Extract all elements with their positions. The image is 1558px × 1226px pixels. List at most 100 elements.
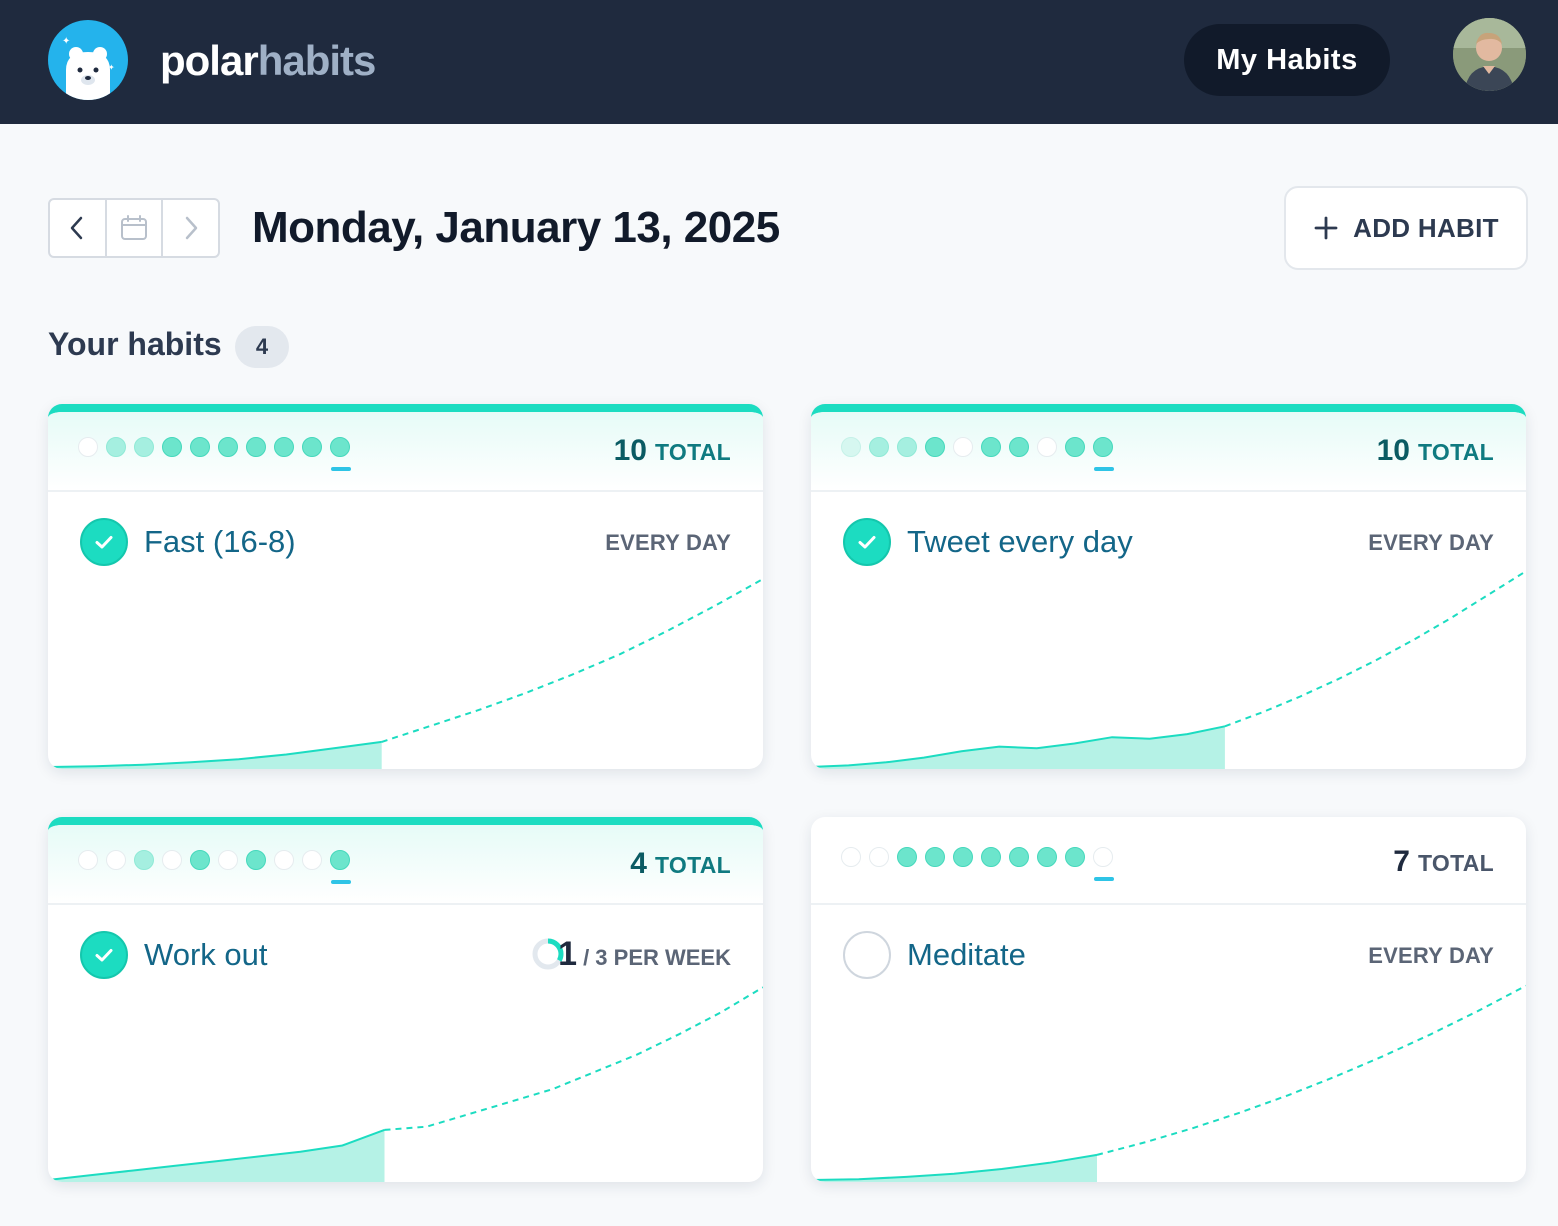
- habit-card[interactable]: 7 TOTAL Meditate EVERY DAY: [811, 817, 1526, 1182]
- habit-complete-checkbox[interactable]: [843, 931, 891, 979]
- polar-bear-logo-icon[interactable]: ✦ ✦: [48, 20, 128, 100]
- trend-area-actual: [811, 1154, 1097, 1182]
- trend-line-actual: [811, 725, 1226, 768]
- history-day-dot: [953, 437, 973, 457]
- history-day-dot: [190, 850, 210, 870]
- chevron-left-icon: [71, 216, 83, 240]
- trend-line-actual: [48, 740, 382, 768]
- trend-line-projected: [384, 986, 763, 1131]
- history-day-dot: [78, 437, 98, 457]
- history-dots: [841, 437, 1114, 471]
- habit-card[interactable]: 4 TOTAL Work out 1 / 3 PER WEEK: [48, 817, 763, 1182]
- habit-total-count: 4: [630, 847, 647, 880]
- history-day-dot: [1065, 847, 1085, 867]
- habit-card-header: 10 TOTAL: [811, 412, 1526, 492]
- next-day-button[interactable]: [161, 200, 218, 256]
- checkmark-icon: [95, 536, 113, 549]
- history-day-dot: [274, 850, 294, 870]
- habit-name[interactable]: Fast (16-8): [144, 524, 296, 559]
- history-day-dot: [1065, 437, 1085, 457]
- history-day-dot: [162, 850, 182, 870]
- habit-card-header: 7 TOTAL: [811, 817, 1526, 905]
- history-day-dot: [246, 850, 266, 870]
- history-day-dot: [897, 437, 917, 457]
- checkmark-icon: [95, 949, 113, 962]
- history-day-dot: [1093, 847, 1114, 881]
- add-habit-button[interactable]: ADD HABIT: [1284, 186, 1528, 270]
- history-day-dot: [981, 847, 1001, 867]
- habit-total: 10 TOTAL: [1377, 434, 1494, 468]
- history-day-dot: [302, 437, 322, 457]
- history-day-dot: [869, 847, 889, 867]
- trend-line-actual: [811, 1153, 1098, 1181]
- habit-weekly-frequency: 1 / 3 PER WEEK: [558, 935, 731, 974]
- habit-complete-checkbox[interactable]: [843, 518, 891, 566]
- habit-complete-checkbox[interactable]: [80, 931, 128, 979]
- top-navigation-bar: ✦ ✦ polarhabits My Habits: [0, 0, 1558, 124]
- history-day-dot: [134, 850, 154, 870]
- habit-name[interactable]: Tweet every day: [907, 524, 1133, 559]
- habit-total-count: 10: [613, 434, 647, 467]
- calendar-icon: [121, 215, 147, 240]
- app-brand-name[interactable]: polarhabits: [160, 36, 377, 86]
- trend-line-projected: [381, 578, 763, 743]
- user-avatar[interactable]: [1453, 18, 1526, 91]
- habit-trend-chart: [811, 984, 1526, 1182]
- checkmark-icon: [858, 536, 876, 549]
- history-day-dot: [1037, 847, 1057, 867]
- history-day-dot: [1037, 437, 1057, 457]
- plus-icon: [1314, 216, 1338, 240]
- history-day-dot: [925, 437, 945, 457]
- history-day-dot: [981, 437, 1001, 457]
- history-day-dot: [925, 847, 945, 867]
- weekly-count: 1: [558, 935, 578, 973]
- current-date-title: Monday, January 13, 2025: [252, 203, 780, 252]
- history-day-dot: [1009, 437, 1029, 457]
- habit-total: 4 TOTAL: [630, 847, 731, 881]
- habit-frequency: EVERY DAY: [1368, 943, 1494, 968]
- habit-trend-chart: [48, 986, 763, 1182]
- history-day-dot: [302, 850, 322, 870]
- svg-text:✦: ✦: [108, 63, 115, 72]
- weekly-progress-ring: [532, 938, 564, 970]
- habit-frequency: EVERY DAY: [1368, 530, 1494, 555]
- trend-line-actual: [48, 1128, 385, 1181]
- history-dots: [78, 437, 351, 471]
- habits-section-title: Your habits: [48, 326, 222, 362]
- trend-area-actual: [48, 1129, 385, 1182]
- history-day-dot: [841, 847, 861, 867]
- habit-total-count: 7: [1393, 845, 1410, 878]
- habits-count-badge: 4: [235, 326, 289, 368]
- my-habits-button[interactable]: My Habits: [1184, 24, 1390, 96]
- habit-complete-checkbox[interactable]: [80, 518, 128, 566]
- habit-trend-chart: [811, 570, 1526, 769]
- habit-name[interactable]: Meditate: [907, 937, 1026, 972]
- calendar-button[interactable]: [104, 200, 162, 256]
- habit-total-label: TOTAL: [654, 852, 731, 878]
- history-day-dot: [218, 850, 238, 870]
- history-day-dot: [869, 437, 889, 457]
- habit-total-label: TOTAL: [654, 439, 731, 465]
- history-day-dot: [274, 437, 294, 457]
- date-navigation-group: [48, 198, 220, 258]
- history-day-dot: [106, 850, 126, 870]
- previous-day-button[interactable]: [50, 200, 105, 256]
- history-day-dot: [162, 437, 182, 457]
- habit-name[interactable]: Work out: [144, 937, 268, 972]
- brand-word-habits: habits: [257, 37, 377, 84]
- history-day-dot: [134, 437, 154, 457]
- history-day-dot: [78, 850, 98, 870]
- habit-card[interactable]: 10 TOTAL Tweet every day EVERY DAY: [811, 404, 1526, 769]
- weekly-target: / 3 PER WEEK: [583, 945, 731, 970]
- history-day-dot: [218, 437, 238, 457]
- brand-word-polar: polar: [160, 37, 259, 84]
- history-dots: [78, 850, 351, 884]
- habit-card[interactable]: 10 TOTAL Fast (16-8) EVERY DAY: [48, 404, 763, 769]
- habit-total-count: 10: [1376, 434, 1410, 467]
- svg-text:✦: ✦: [62, 36, 70, 47]
- history-day-dot: [190, 437, 210, 457]
- habit-total: 10 TOTAL: [614, 434, 731, 468]
- history-day-dot: [106, 437, 126, 457]
- history-day-dot: [330, 437, 351, 471]
- trend-line-projected: [1224, 570, 1526, 728]
